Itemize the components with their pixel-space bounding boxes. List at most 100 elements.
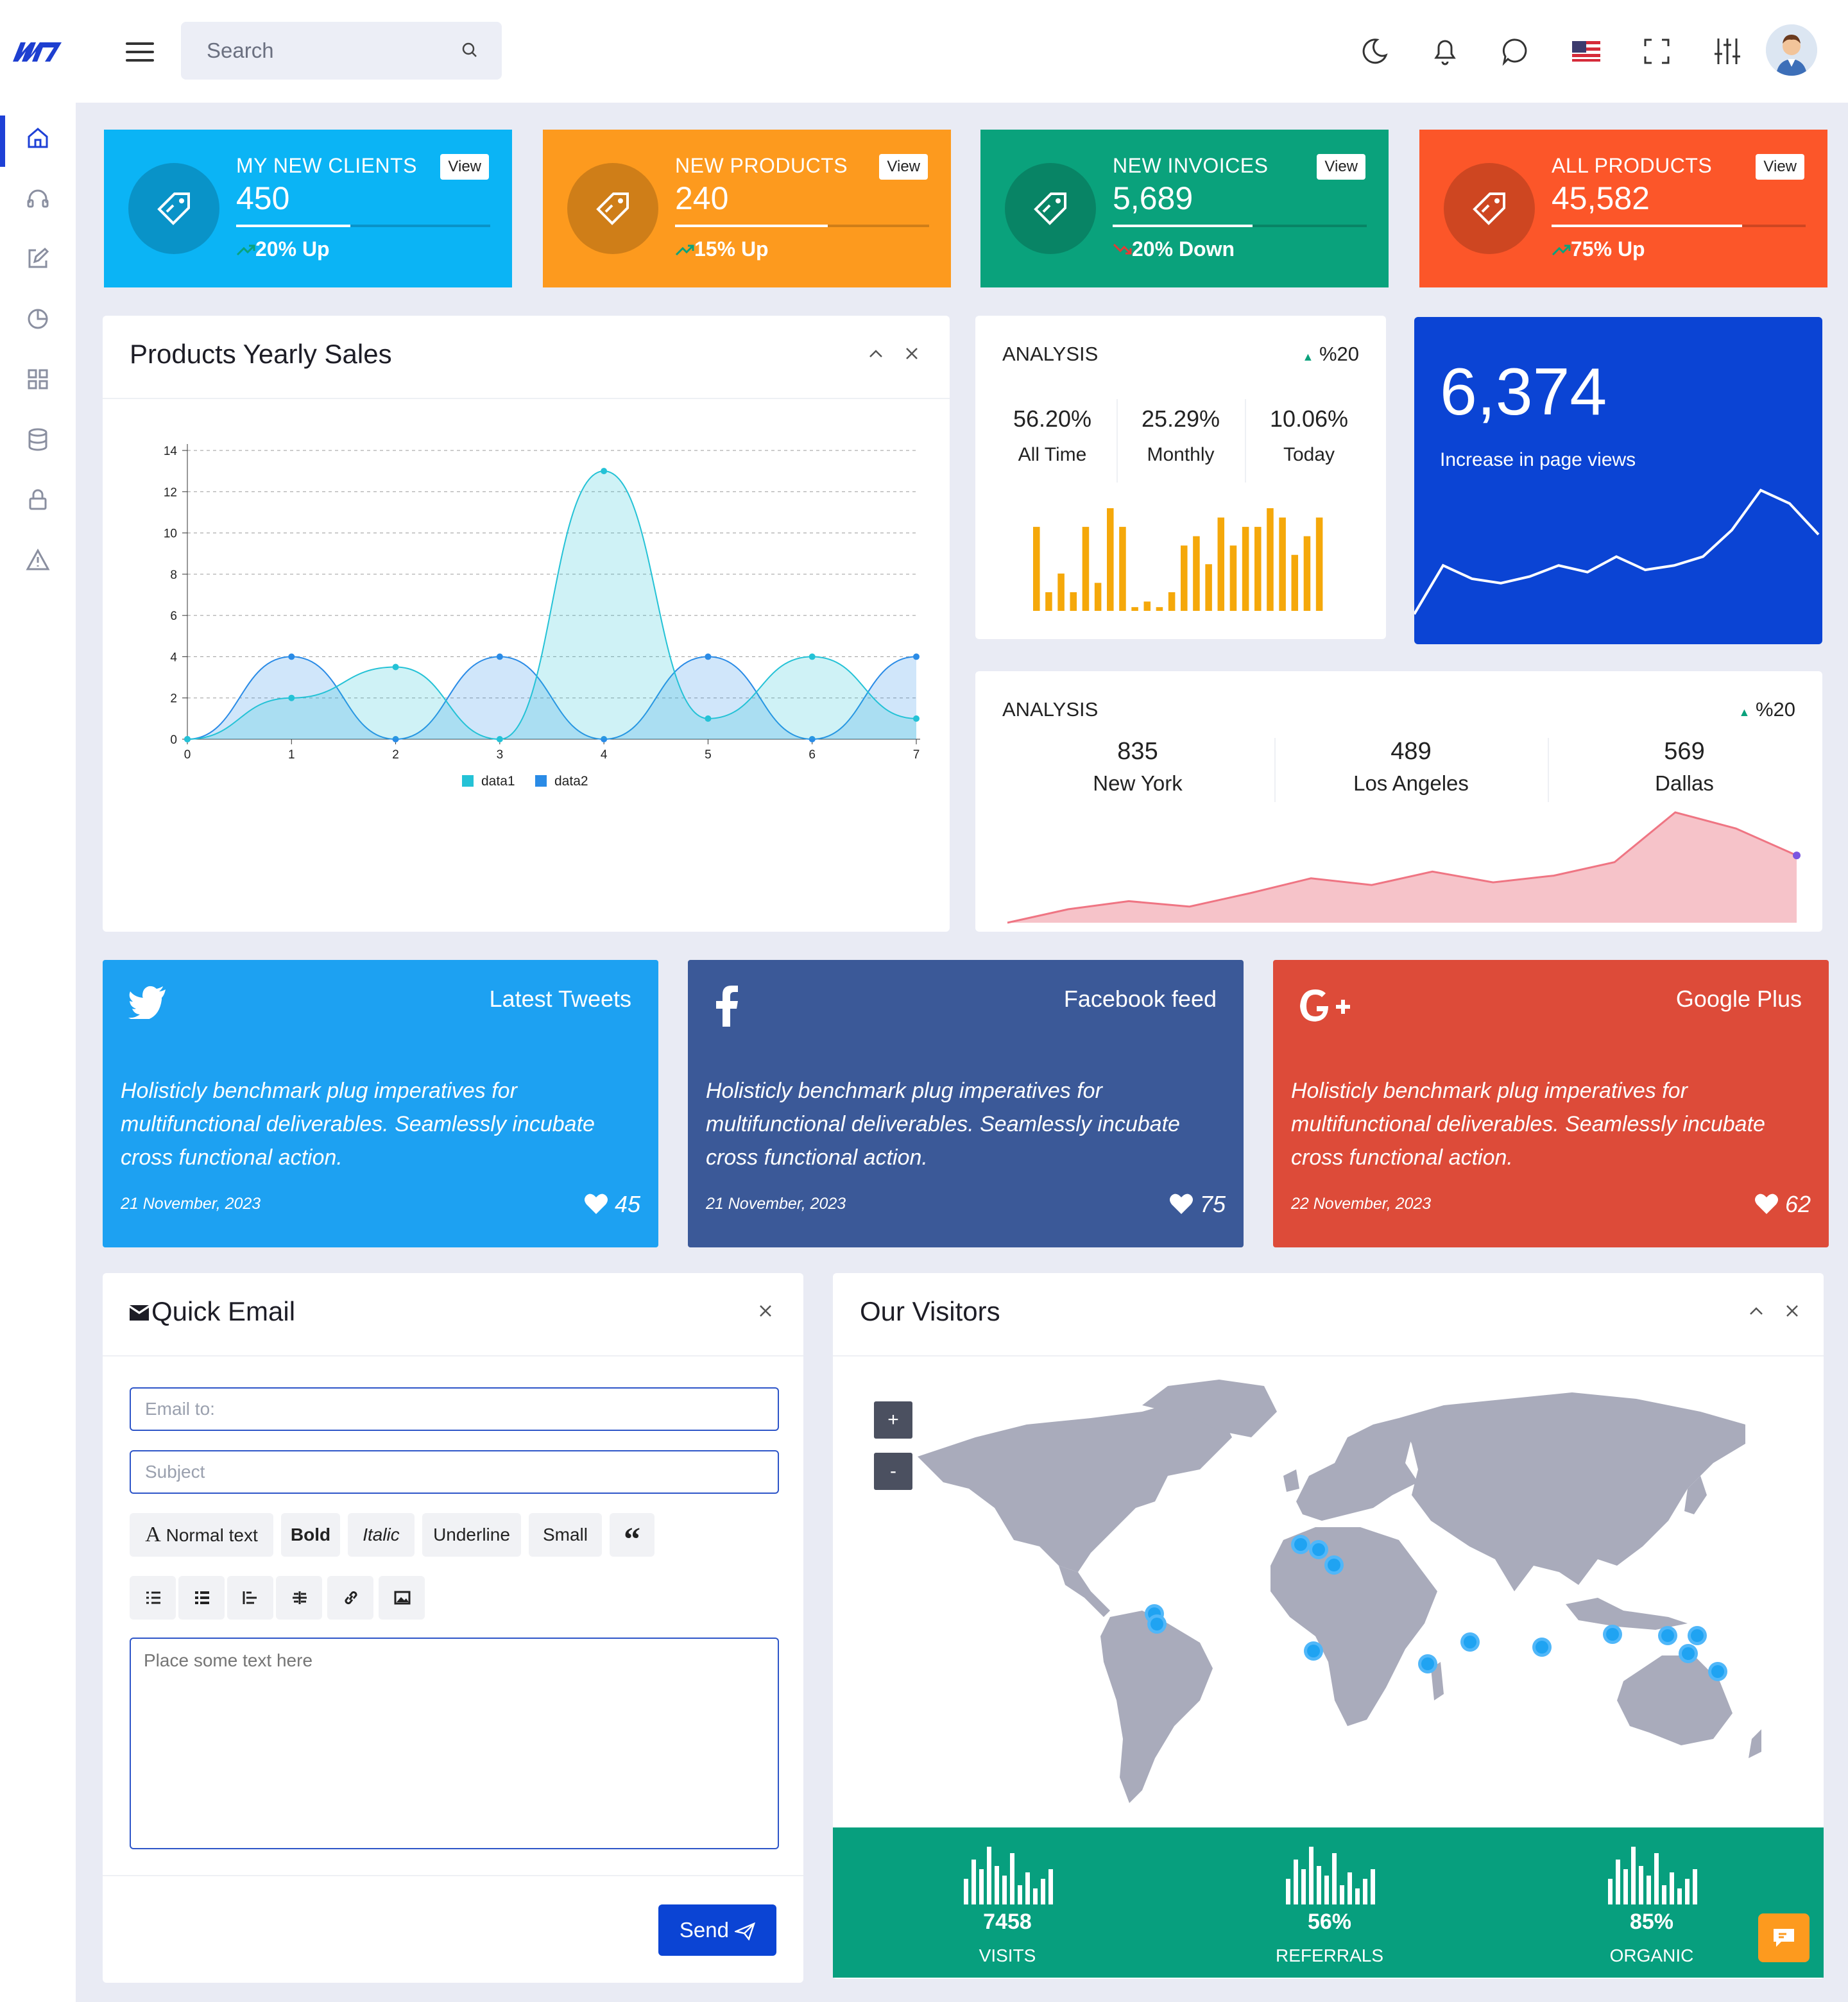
stat-progress — [675, 225, 929, 227]
email-to-input[interactable] — [130, 1387, 779, 1431]
link-button[interactable] — [327, 1576, 373, 1620]
city-stat-value: 835 — [1117, 738, 1158, 765]
bar — [1315, 517, 1323, 611]
email-subject-input[interactable] — [130, 1450, 779, 1494]
close-icon[interactable] — [1781, 1300, 1803, 1322]
visitor-stat-label: REFERRALS — [1275, 1946, 1384, 1965]
logo[interactable] — [12, 36, 63, 64]
map-marker[interactable] — [1147, 1614, 1167, 1634]
map-marker[interactable] — [1708, 1662, 1727, 1681]
stat-value: 5,689 — [1113, 180, 1194, 216]
map-marker[interactable] — [1309, 1540, 1328, 1559]
google-plus-icon[interactable] — [1299, 986, 1358, 1027]
map-marker[interactable] — [1688, 1626, 1707, 1645]
bar — [1303, 536, 1311, 611]
small-button[interactable]: Small — [529, 1513, 602, 1557]
sidebar-item-charts[interactable] — [0, 290, 76, 348]
search-icon[interactable] — [461, 41, 479, 59]
indent-button[interactable] — [276, 1576, 322, 1620]
map-marker[interactable] — [1603, 1625, 1622, 1644]
map-marker[interactable] — [1304, 1641, 1323, 1661]
stat-progress — [1552, 225, 1806, 227]
collapse-icon[interactable] — [1745, 1300, 1767, 1322]
map-marker[interactable] — [1532, 1638, 1552, 1657]
user-avatar[interactable] — [1766, 24, 1817, 76]
image-icon — [394, 1591, 411, 1605]
tag-icon — [157, 193, 190, 225]
legend-swatch — [462, 775, 474, 787]
y-tick-label: 2 — [170, 692, 177, 706]
data-point — [705, 653, 712, 660]
x-tick-label: 5 — [705, 748, 712, 762]
us-flag-icon[interactable] — [1570, 35, 1603, 68]
analysis-bar-chart — [1033, 508, 1323, 611]
sidebar-item-home[interactable] — [0, 109, 76, 167]
social-card: Google Plus Holisticly benchmark plug imp… — [1273, 960, 1829, 1247]
underline-button[interactable]: Underline — [422, 1513, 521, 1557]
sidebar-item-alerts[interactable] — [0, 531, 76, 589]
facebook-icon[interactable] — [714, 986, 739, 1030]
divider — [103, 1355, 803, 1356]
like-button[interactable]: 62 — [1754, 1191, 1811, 1218]
fullscreen-icon[interactable] — [1640, 35, 1673, 68]
view-button[interactable]: View — [440, 154, 489, 180]
settings-sliders-icon[interactable] — [1711, 35, 1744, 68]
map-marker[interactable] — [1679, 1644, 1698, 1663]
moon-icon[interactable] — [1358, 35, 1391, 68]
close-icon[interactable] — [755, 1300, 776, 1322]
like-button[interactable]: 45 — [584, 1191, 640, 1218]
sidebar-item-database[interactable] — [0, 411, 76, 468]
chat-icon[interactable] — [1499, 35, 1532, 68]
collapse-icon[interactable] — [865, 343, 887, 364]
map-zoom-out-button[interactable]: - — [874, 1453, 912, 1490]
image-button[interactable] — [379, 1576, 425, 1620]
social-network-title: Google Plus — [1675, 986, 1802, 1012]
divider — [1116, 399, 1118, 483]
bar — [1057, 573, 1065, 611]
view-button[interactable]: View — [1317, 154, 1365, 180]
map-marker[interactable] — [1658, 1626, 1677, 1645]
world-map[interactable] — [898, 1380, 1797, 1829]
map-zoom-in-button[interactable]: + — [874, 1401, 912, 1439]
italic-button[interactable]: Italic — [348, 1513, 415, 1557]
map-marker[interactable] — [1324, 1555, 1344, 1575]
database-icon — [28, 428, 47, 451]
sidebar-item-security[interactable] — [0, 471, 76, 529]
outdent-button[interactable] — [227, 1576, 273, 1620]
tag-icon — [1473, 193, 1505, 225]
y-tick-label: 8 — [170, 569, 177, 582]
view-button[interactable]: View — [1756, 154, 1804, 180]
legend-swatch — [535, 775, 547, 787]
sidebar-item-apps[interactable] — [0, 350, 76, 408]
unordered-list-button[interactable] — [130, 1576, 176, 1620]
view-button[interactable]: View — [879, 154, 928, 180]
stat-change: 20% Up — [236, 237, 330, 261]
map-marker[interactable] — [1460, 1632, 1480, 1652]
map-marker[interactable] — [1291, 1535, 1310, 1554]
normal-text-button[interactable]: A Normal text — [130, 1513, 273, 1557]
chat-launcher-button[interactable] — [1758, 1913, 1810, 1962]
twitter-icon[interactable] — [128, 986, 167, 1022]
email-body-textarea[interactable] — [130, 1638, 779, 1849]
sidebar-item-support[interactable] — [0, 169, 76, 227]
close-icon[interactable] — [901, 343, 923, 364]
stat-progress — [1113, 225, 1367, 227]
stat-progress-fill — [675, 225, 828, 227]
map-marker[interactable] — [1418, 1654, 1437, 1673]
bar — [1181, 545, 1188, 611]
like-button[interactable]: 75 — [1169, 1191, 1226, 1218]
bell-icon[interactable] — [1428, 35, 1462, 68]
send-button[interactable]: Send — [658, 1904, 776, 1956]
blockquote-button[interactable]: “ — [610, 1513, 654, 1558]
city-stat-label: Los Angeles — [1353, 771, 1469, 795]
ordered-list-button[interactable] — [178, 1576, 225, 1620]
city-area-chart — [1007, 811, 1801, 924]
search-input[interactable] — [181, 22, 438, 80]
bold-button[interactable]: Bold — [281, 1513, 340, 1557]
menu-toggle-icon[interactable] — [126, 42, 154, 62]
pageviews-line-chart — [1414, 488, 1820, 615]
stat-change: 20% Down — [1113, 237, 1235, 261]
stat-value: 240 — [675, 180, 729, 216]
stat-title: MY NEW CLIENTS — [236, 154, 417, 177]
sidebar-item-edit[interactable] — [0, 230, 76, 287]
